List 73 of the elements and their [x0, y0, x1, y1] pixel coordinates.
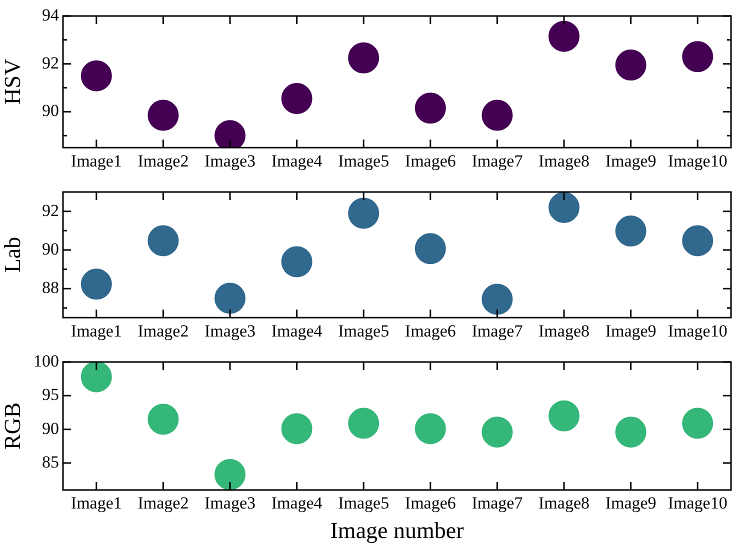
- x-tick-label: Image8: [538, 321, 590, 340]
- point: [682, 41, 714, 72]
- x-tick-label: Image3: [204, 494, 256, 513]
- point: [615, 50, 646, 81]
- y-tick-label: 85: [42, 452, 59, 472]
- x-tick-label: Image7: [472, 151, 524, 170]
- x-tick-label: Image10: [668, 151, 728, 170]
- x-tick-label: Image1: [70, 494, 122, 513]
- x-tick-label: Image8: [538, 151, 590, 170]
- point: [414, 413, 446, 444]
- point: [548, 20, 580, 52]
- point: [482, 284, 513, 315]
- y-axis-title: Lab: [0, 236, 25, 273]
- x-tick-label: Image3: [204, 151, 256, 170]
- point: [80, 60, 112, 92]
- point: [80, 268, 112, 300]
- y-tick-label: 90: [42, 418, 59, 438]
- x-tick-label: Image4: [271, 151, 323, 170]
- point: [148, 225, 179, 256]
- x-tick-label: Image5: [338, 151, 390, 170]
- y-tick-label: 90: [42, 239, 59, 258]
- point: [348, 198, 380, 229]
- x-tick-label: Image4: [271, 321, 323, 340]
- point: [682, 225, 714, 256]
- point: [482, 416, 513, 448]
- x-tick-label: Image6: [404, 151, 456, 170]
- point: [281, 83, 312, 114]
- x-tick-label: Image2: [138, 321, 189, 340]
- point: [348, 408, 380, 439]
- x-tick-label: Image10: [668, 494, 728, 513]
- point: [414, 92, 446, 124]
- point: [80, 362, 112, 392]
- point: [682, 408, 714, 439]
- point: [482, 100, 513, 131]
- x-tick-label: Image10: [668, 321, 728, 340]
- y-axis-title: RGB: [0, 402, 25, 450]
- x-tick-label: Image2: [138, 151, 189, 170]
- y-tick-label: 90: [42, 101, 59, 120]
- y-tick-label: 88: [42, 278, 59, 298]
- y-tick-label: 94: [42, 5, 60, 24]
- point: [414, 233, 446, 264]
- x-tick-label: Image9: [605, 321, 656, 340]
- point: [615, 416, 646, 448]
- point: [281, 246, 312, 278]
- x-axis-title: Image number: [330, 518, 464, 544]
- x-tick-label: Image1: [70, 151, 122, 170]
- x-tick-label: Image3: [204, 321, 256, 340]
- x-tick-label: Image7: [472, 321, 524, 340]
- x-tick-label: Image5: [338, 321, 390, 340]
- point: [148, 100, 179, 131]
- y-tick-label: 92: [42, 200, 59, 220]
- y-tick-label: 100: [34, 351, 59, 370]
- x-tick-label: Image1: [70, 321, 122, 340]
- x-tick-label: Image6: [404, 494, 456, 513]
- x-tick-label: Image9: [605, 494, 656, 513]
- point: [548, 192, 580, 223]
- x-tick-label: Image7: [472, 494, 524, 513]
- y-axis-title: HSV: [0, 58, 25, 105]
- x-tick-label: Image4: [271, 494, 323, 513]
- x-tick-label: Image5: [338, 494, 390, 513]
- y-tick-label: 95: [42, 385, 59, 404]
- x-tick-label: Image6: [404, 321, 456, 340]
- point: [615, 216, 646, 247]
- x-tick-label: Image9: [605, 151, 656, 170]
- point: [214, 459, 246, 490]
- y-tick-label: 92: [42, 53, 59, 72]
- point: [548, 400, 580, 432]
- point: [281, 413, 312, 444]
- point: [148, 404, 179, 435]
- point: [214, 282, 246, 314]
- x-tick-label: Image8: [538, 494, 590, 513]
- x-tick-label: Image2: [138, 494, 189, 513]
- point: [348, 42, 380, 74]
